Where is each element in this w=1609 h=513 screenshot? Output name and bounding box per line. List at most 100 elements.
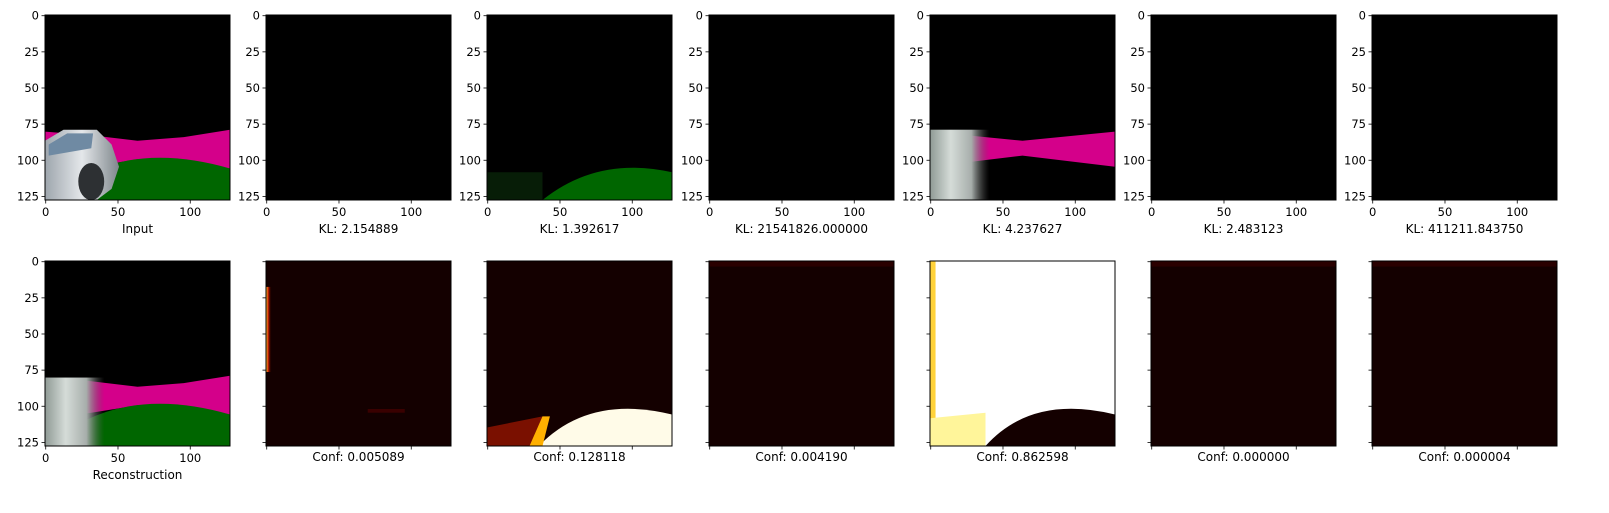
- image: [930, 15, 1115, 200]
- panel-label: Conf: 0.862598: [976, 450, 1068, 464]
- image: [709, 15, 894, 200]
- panel-label: KL: 21541826.000000: [735, 222, 868, 236]
- image: [709, 261, 894, 446]
- axes-frame: [708, 260, 895, 447]
- axes-frame: [1150, 260, 1337, 447]
- y-tick-label: 125: [459, 189, 481, 203]
- panel-label: KL: 4.237627: [983, 222, 1063, 236]
- x-tick-label: 100: [1285, 205, 1307, 219]
- y-tick-label: 75: [909, 117, 924, 131]
- y-tick-label: 50: [24, 81, 39, 95]
- y-tick-label: 0: [696, 9, 703, 23]
- axes-frame: [44, 14, 231, 201]
- panel-conf-3: Conf: 0.004190: [705, 260, 895, 464]
- axes-frame: [265, 14, 452, 201]
- y-tick-label: 0: [253, 9, 260, 23]
- y-tick-label: 100: [17, 153, 39, 167]
- x-tick-label: 100: [843, 205, 865, 219]
- image: [45, 261, 230, 446]
- x-tick-label: 50: [111, 451, 126, 465]
- image: [930, 261, 1115, 446]
- x-tick-label: 0: [706, 205, 713, 219]
- y-tick-label: 25: [1130, 45, 1145, 59]
- y-tick-label: 0: [32, 9, 39, 23]
- x-tick-label: 0: [927, 205, 934, 219]
- y-tick-label: 100: [681, 153, 703, 167]
- y-tick-label: 50: [245, 81, 260, 95]
- y-tick-label: 25: [24, 291, 39, 305]
- panel-label: KL: 2.483123: [1204, 222, 1284, 236]
- y-tick-label: 75: [245, 117, 260, 131]
- y-tick-label: 0: [32, 255, 39, 269]
- y-tick-label: 25: [245, 45, 260, 59]
- axes-frame: [929, 14, 1116, 201]
- panel-conf-5: Conf: 0.000000: [1147, 260, 1337, 464]
- y-tick-label: 100: [1123, 153, 1145, 167]
- x-tick-label: 100: [179, 451, 201, 465]
- axes-frame: [708, 14, 895, 201]
- panel-conf-4: Conf: 0.862598: [926, 260, 1116, 464]
- x-tick-label: 0: [42, 451, 49, 465]
- image: [1151, 15, 1336, 200]
- x-tick-label: 50: [996, 205, 1011, 219]
- y-tick-label: 25: [688, 45, 703, 59]
- y-tick-label: 0: [917, 9, 924, 23]
- x-tick-label: 100: [1064, 205, 1086, 219]
- y-tick-label: 0: [474, 9, 481, 23]
- y-tick-label: 50: [1351, 81, 1366, 95]
- x-tick-label: 0: [484, 205, 491, 219]
- y-tick-label: 25: [909, 45, 924, 59]
- image: [1372, 15, 1557, 200]
- x-tick-label: 0: [1369, 205, 1376, 219]
- image: [487, 15, 672, 200]
- y-tick-label: 25: [1351, 45, 1366, 59]
- panel-conf-6: Conf: 0.000004: [1368, 260, 1558, 464]
- y-tick-label: 75: [466, 117, 481, 131]
- y-tick-label: 125: [902, 189, 924, 203]
- y-tick-label: 0: [1359, 9, 1366, 23]
- x-tick-label: 0: [263, 205, 270, 219]
- y-tick-label: 50: [688, 81, 703, 95]
- axes-frame: [1150, 14, 1337, 201]
- y-tick-label: 125: [238, 189, 260, 203]
- y-tick-label: 100: [459, 153, 481, 167]
- panel-label: Input: [122, 222, 153, 236]
- y-tick-label: 75: [688, 117, 703, 131]
- y-tick-label: 75: [1351, 117, 1366, 131]
- x-tick-label: 50: [332, 205, 347, 219]
- axes-frame: [265, 260, 452, 447]
- x-tick-label: 100: [179, 205, 201, 219]
- x-tick-label: 0: [1148, 205, 1155, 219]
- x-tick-label: 0: [42, 205, 49, 219]
- x-tick-label: 100: [1506, 205, 1528, 219]
- axes-frame: [929, 260, 1116, 447]
- axes-frame: [44, 260, 231, 447]
- y-tick-label: 125: [1344, 189, 1366, 203]
- image: [1372, 261, 1557, 446]
- panel-label: Conf: 0.128118: [533, 450, 625, 464]
- axes-frame: [1371, 14, 1558, 201]
- y-tick-label: 50: [1130, 81, 1145, 95]
- image: [487, 261, 672, 446]
- panel-conf-1: Conf: 0.005089: [262, 260, 452, 464]
- y-tick-label: 25: [466, 45, 481, 59]
- x-tick-label: 50: [1438, 205, 1453, 219]
- y-tick-label: 100: [1344, 153, 1366, 167]
- y-tick-label: 100: [902, 153, 924, 167]
- y-tick-label: 125: [1123, 189, 1145, 203]
- x-tick-label: 50: [553, 205, 568, 219]
- panel-label: Conf: 0.004190: [755, 450, 847, 464]
- panel-conf-2: Conf: 0.128118: [483, 260, 673, 464]
- panel-label: KL: 1.392617: [540, 222, 620, 236]
- image: [266, 15, 451, 200]
- y-tick-label: 25: [24, 45, 39, 59]
- image: [45, 15, 230, 200]
- x-tick-label: 100: [400, 205, 422, 219]
- y-tick-label: 125: [17, 189, 39, 203]
- axes-frame: [1371, 260, 1558, 447]
